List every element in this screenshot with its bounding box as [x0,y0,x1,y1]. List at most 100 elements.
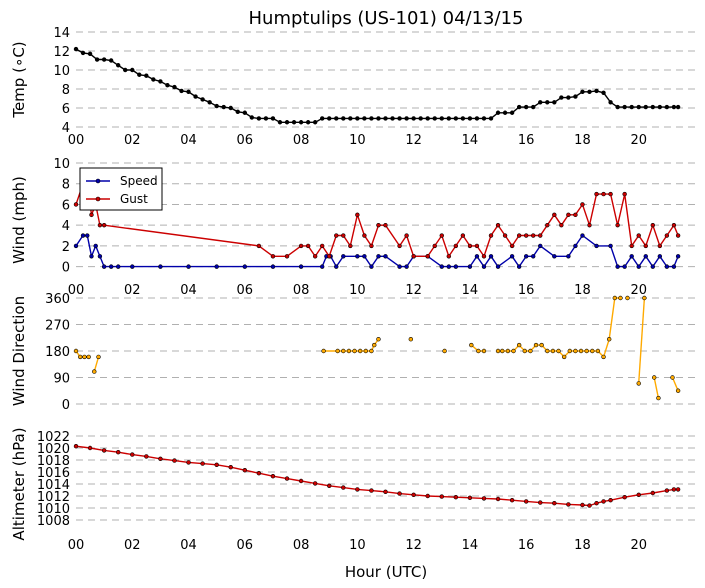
data-point [97,254,103,259]
data-point [305,120,311,125]
data-point [284,120,290,125]
data-point [573,94,578,99]
data-point [566,254,571,259]
data-point [550,348,556,354]
data-point [397,491,402,496]
data-point [671,264,677,269]
data-point [481,348,487,354]
data-point [348,243,353,249]
data-point [193,94,198,99]
data-point [446,264,452,269]
data-point [446,116,452,121]
data-point [608,191,613,197]
x-tick-label: 16 [518,538,535,553]
series-temp [73,46,681,125]
data-point [355,254,360,259]
data-point [566,502,571,507]
data-point [376,254,381,259]
x-axis-label: Hour (UTC) [345,563,427,581]
x-tick-label: 08 [293,133,310,148]
series-line [75,445,679,507]
y-tick-label: 1022 [37,430,70,445]
legend-marker [95,196,101,202]
data-point [664,104,670,110]
series-line [638,297,646,384]
panel-temp: 4 6 8 10 12 14 Temp (∘C) 00 02 04 06 08 10 12 14 16 18 20 [10,26,695,148]
x-tick-label: 12 [405,538,422,553]
data-point [397,264,402,269]
data-point [73,348,79,354]
data-point [130,67,135,73]
data-point [270,264,276,269]
data-point [556,348,561,354]
y-axis-label: Wind Direction [10,296,28,406]
data-point [587,503,592,508]
data-point [404,264,409,269]
series-speed [73,233,681,269]
data-point [545,222,550,228]
data-point [629,254,634,259]
data-point [566,212,571,218]
y-tick-label: 270 [45,319,70,334]
data-point [567,348,572,354]
data-point [502,110,508,115]
data-point [242,264,248,269]
data-point [327,254,332,259]
data-point [341,233,346,238]
data-point [664,264,670,269]
y-axis-label: Temp (∘C) [10,41,28,118]
y-axis-label: Altimeter (hPa) [10,427,28,540]
data-point [615,222,620,228]
x-tick-label: 14 [462,283,479,298]
y-tick-label: 1008 [37,514,70,529]
data-point [476,348,481,354]
data-point [172,458,177,463]
data-point [552,501,557,506]
data-point [73,444,79,449]
data-point [516,233,522,238]
x-tick-label: 20 [630,538,647,553]
data-point [595,348,601,354]
data-point [200,461,205,466]
series-line [653,377,660,399]
data-point [439,233,444,238]
y-tick-label: 1014 [37,478,70,493]
data-point [312,254,318,259]
data-point [242,468,248,473]
data-point [523,499,529,504]
data-point [523,104,529,110]
data-point [352,348,357,354]
data-point [608,498,613,503]
data-point [467,243,473,249]
data-point [636,233,641,238]
data-point [643,254,648,259]
data-point [552,212,557,218]
data-point [467,264,473,269]
x-tick-label: 20 [630,133,647,148]
data-point [671,104,677,110]
x-tick-label: 12 [405,283,422,298]
data-point [256,116,262,121]
data-point [165,82,170,88]
data-point [625,295,630,301]
data-point [101,448,107,453]
y-tick-label: 4 [62,121,70,136]
data-point [87,445,93,451]
data-point [453,116,459,121]
data-point [73,46,79,52]
data-point [411,116,416,121]
x-tick-label: 10 [349,538,366,553]
legend-box [79,167,163,211]
series-altimeter [73,444,681,508]
data-point [495,110,501,115]
data-point [538,100,543,105]
data-point [618,295,623,301]
data-point [528,348,533,354]
data-point [334,264,339,269]
data-point [186,264,191,269]
data-point [608,243,613,249]
data-point [629,243,634,249]
data-point [411,492,416,497]
data-point [327,116,332,121]
